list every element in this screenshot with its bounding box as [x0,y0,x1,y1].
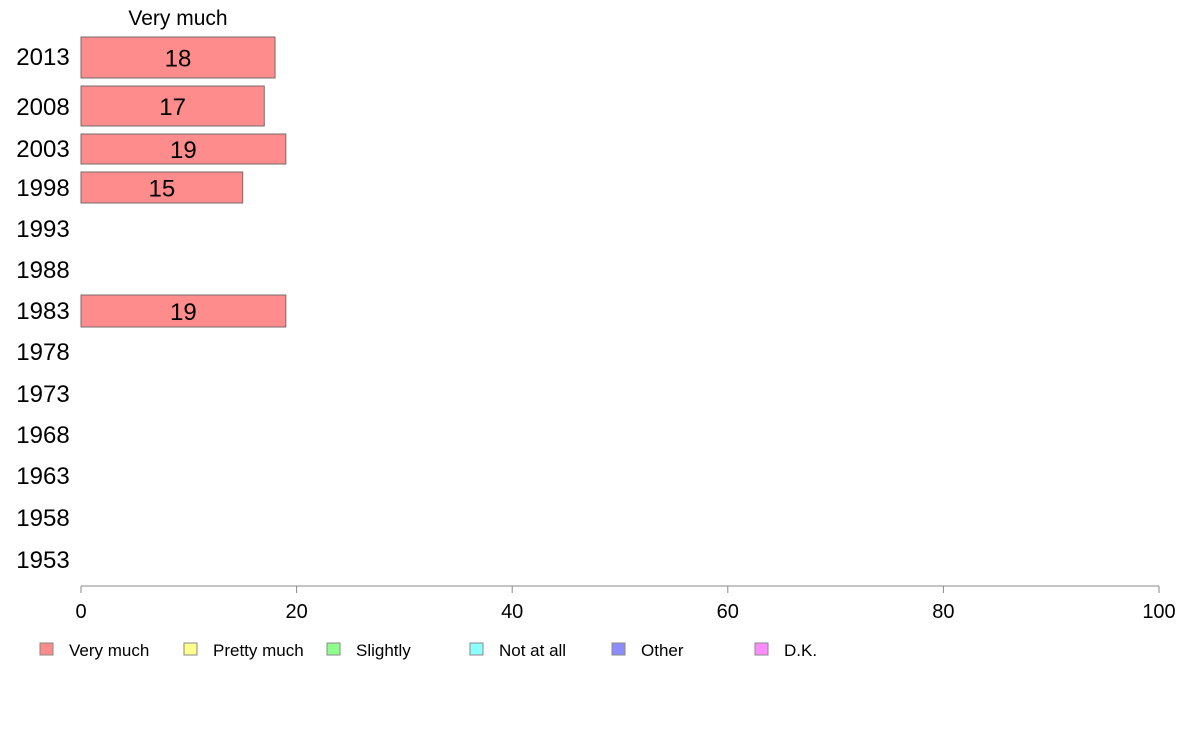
legend-label: Other [641,641,684,660]
legend-item: Slightly [326,641,411,660]
legend-label: Very much [69,641,149,660]
legend-label: Not at all [499,641,566,660]
y-tick-label: 1978 [16,339,69,366]
column-header: Very much [128,7,227,30]
legend-item: Pretty much [183,641,304,660]
legend-item: Very much [39,641,149,660]
x-tick-label: 0 [75,601,86,623]
legend-label: D.K. [784,641,817,660]
y-tick-label: 1998 [16,175,69,202]
legend: Very much Pretty much Slightly Not at all Ot… [39,641,817,660]
y-tick-label: 1958 [16,505,69,532]
x-axis: 0 20 40 60 80 100 [75,585,1176,623]
bar [80,294,287,328]
legend-swatch [754,642,769,656]
legend-swatch [326,642,341,656]
bar [80,171,244,204]
legend-swatch [611,642,626,656]
bar [80,133,287,165]
bar-data-label: 15 [148,176,175,203]
legend-label: Slightly [356,641,411,660]
x-tick-label: 20 [285,601,307,623]
bar-data-label: 17 [159,94,186,121]
y-tick-label: 2013 [16,44,69,71]
bar [80,36,276,79]
bar-data-label: 19 [170,137,197,164]
y-tick-label: 1963 [16,463,69,490]
x-tick-label: 80 [932,601,954,623]
y-tick-label: 1983 [16,298,69,325]
y-tick-label: 1973 [16,381,69,408]
legend-label: Pretty much [213,641,304,660]
labels-layer: Very much 2013 2008 2003 1998 1993 1988 1983 197… [16,7,227,574]
bar-data-label: 18 [165,46,192,73]
legend-swatch [39,642,54,656]
y-tick-label: 1993 [16,216,69,243]
bar [80,85,265,127]
y-tick-label: 1988 [16,257,69,284]
x-tick-label: 100 [1142,601,1175,623]
legend-item: Other [611,641,684,660]
bars-layer [80,36,287,328]
y-tick-label: 1953 [16,547,69,574]
y-tick-label: 2003 [16,136,69,163]
legend-swatch [469,642,484,656]
y-tick-label: 1968 [16,422,69,449]
legend-swatch [183,642,198,656]
bar-data-label: 19 [170,299,197,326]
x-tick-label: 60 [717,601,739,623]
legend-item: D.K. [754,641,817,660]
y-tick-label: 2008 [16,94,69,121]
legend-item: Not at all [469,641,566,660]
x-tick-label: 40 [501,601,523,623]
